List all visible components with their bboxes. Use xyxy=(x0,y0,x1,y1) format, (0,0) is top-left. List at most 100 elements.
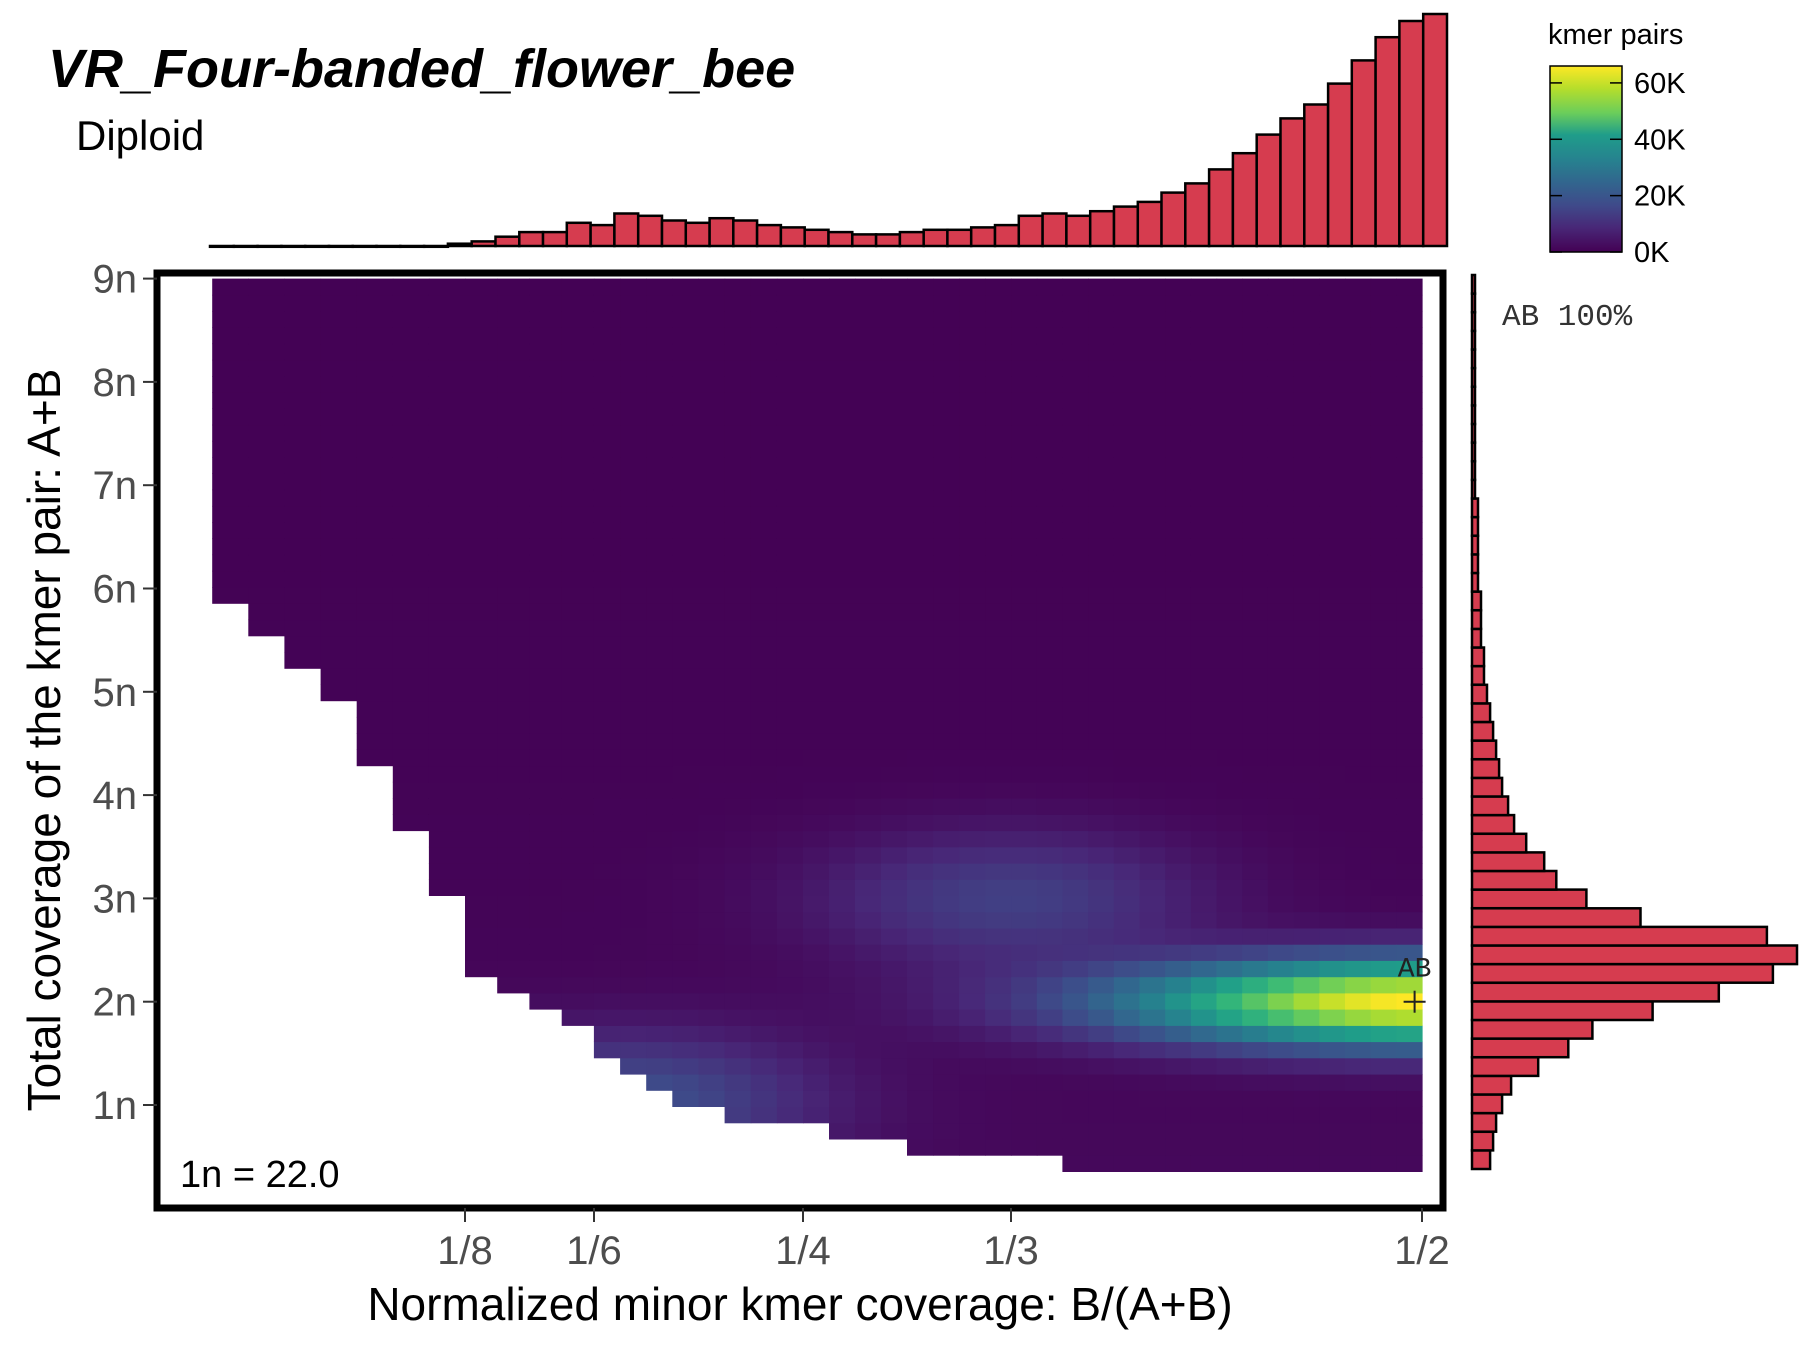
heatmap-cell xyxy=(1088,1090,1115,1107)
heatmap-cell xyxy=(428,798,466,815)
heatmap-cell xyxy=(428,635,466,653)
heatmap-cell xyxy=(620,652,647,669)
heatmap-cell xyxy=(698,554,726,572)
heatmap-cell xyxy=(1267,311,1295,328)
heatmap-cell xyxy=(392,733,430,750)
heatmap-cell xyxy=(1242,327,1269,345)
heatmap-cell xyxy=(933,668,960,685)
heatmap-cell xyxy=(672,927,699,945)
heatmap-cell xyxy=(959,505,986,523)
heatmap-cell xyxy=(1396,879,1423,896)
heatmap-cell xyxy=(1062,554,1089,572)
top-histogram-bar xyxy=(470,240,497,248)
heatmap-cell xyxy=(750,570,778,588)
heatmap-cell xyxy=(881,992,908,1010)
heatmap-cell xyxy=(776,473,804,491)
heatmap-cell xyxy=(1088,635,1115,653)
heatmap-cell xyxy=(248,570,285,588)
heatmap-cell xyxy=(776,522,804,539)
heatmap-cell xyxy=(1088,846,1115,864)
heatmap-cell xyxy=(803,765,830,783)
top-histogram-bar xyxy=(1231,151,1258,248)
heatmap-cell xyxy=(1190,392,1218,409)
heatmap-cell xyxy=(959,684,986,702)
heatmap-cell xyxy=(1190,749,1218,767)
heatmap-cell xyxy=(1345,570,1372,588)
heatmap-cell xyxy=(1370,1009,1397,1026)
heatmap-cell xyxy=(1242,781,1269,799)
heatmap-cell xyxy=(855,570,882,588)
heatmap-cell xyxy=(1011,668,1038,685)
top-histogram-bar xyxy=(518,230,545,248)
heatmap-cell xyxy=(1267,700,1295,718)
heatmap-cell xyxy=(1190,538,1218,556)
x-axis-label: Normalized minor kmer coverage: B/(A+B) xyxy=(367,1278,1232,1330)
heatmap-cell xyxy=(855,424,882,442)
heatmap-cell xyxy=(1011,1025,1038,1043)
heatmap-cell xyxy=(672,1041,699,1059)
heatmap-cell xyxy=(1345,1074,1372,1091)
heatmap-cell xyxy=(1267,879,1295,896)
heatmap-cell xyxy=(803,505,830,523)
heatmap-cell xyxy=(1370,944,1397,961)
heatmap-cell xyxy=(593,976,621,994)
heatmap-cell xyxy=(1345,879,1372,896)
heatmap-cell xyxy=(392,716,430,734)
heatmap-cell xyxy=(750,457,778,474)
heatmap-cell xyxy=(356,359,394,377)
heatmap-cell xyxy=(881,294,908,312)
heatmap-cell xyxy=(672,424,699,442)
heatmap-cell xyxy=(907,1138,934,1156)
heatmap-cell xyxy=(803,554,830,572)
heatmap-cell xyxy=(320,440,358,458)
heatmap-cell xyxy=(320,635,358,653)
heatmap-cell xyxy=(1113,278,1141,296)
heatmap-cell xyxy=(959,814,986,832)
heatmap-cell xyxy=(829,781,856,799)
heatmap-cell xyxy=(356,668,394,685)
heatmap-cell xyxy=(1113,944,1141,961)
heatmap-cell xyxy=(1242,457,1269,474)
heatmap-cell xyxy=(985,863,1012,880)
heatmap-cell xyxy=(855,976,882,994)
heatmap-cell xyxy=(933,1106,960,1124)
right-histogram-bar xyxy=(1470,348,1477,370)
heatmap-cell xyxy=(1267,473,1295,491)
heatmap-cell xyxy=(750,798,778,815)
heatmap-cell xyxy=(1113,976,1141,994)
heatmap-cell xyxy=(1062,1025,1089,1043)
heatmap-cell xyxy=(1267,846,1295,864)
y-tick-label: 5n xyxy=(93,671,138,715)
heatmap-cell xyxy=(1165,668,1192,685)
heatmap-cell xyxy=(1139,327,1166,345)
heatmap-cell xyxy=(497,473,530,491)
heatmap-cell xyxy=(881,684,908,702)
heatmap-cell xyxy=(1011,684,1038,702)
heatmap-cell xyxy=(985,895,1012,913)
top-histogram-bar xyxy=(1017,214,1044,248)
heatmap-cell xyxy=(1396,489,1423,507)
heatmap-cell xyxy=(620,879,647,896)
heatmap-cell xyxy=(593,765,621,783)
heatmap-cell xyxy=(1011,359,1038,377)
heatmap-cell xyxy=(776,895,804,913)
right-histogram-bar xyxy=(1470,813,1516,835)
heatmap-cell xyxy=(1165,749,1192,767)
heatmap-cell xyxy=(529,863,563,880)
heatmap-cell xyxy=(392,587,430,604)
heatmap-cell xyxy=(1165,927,1192,945)
heatmap-cell xyxy=(1242,846,1269,864)
heatmap-cell xyxy=(1293,392,1320,409)
heatmap-cell xyxy=(1293,1009,1320,1026)
heatmap-cell xyxy=(855,327,882,345)
heatmap-cell xyxy=(428,684,466,702)
heatmap-cell xyxy=(212,359,249,377)
heatmap-cell xyxy=(1293,376,1320,393)
heatmap-cell xyxy=(1267,505,1295,523)
heatmap-cell xyxy=(1242,424,1269,442)
heatmap-cell xyxy=(959,846,986,864)
heatmap-cell xyxy=(465,700,498,718)
heatmap-cell xyxy=(428,343,466,361)
heatmap-cell xyxy=(465,587,498,604)
